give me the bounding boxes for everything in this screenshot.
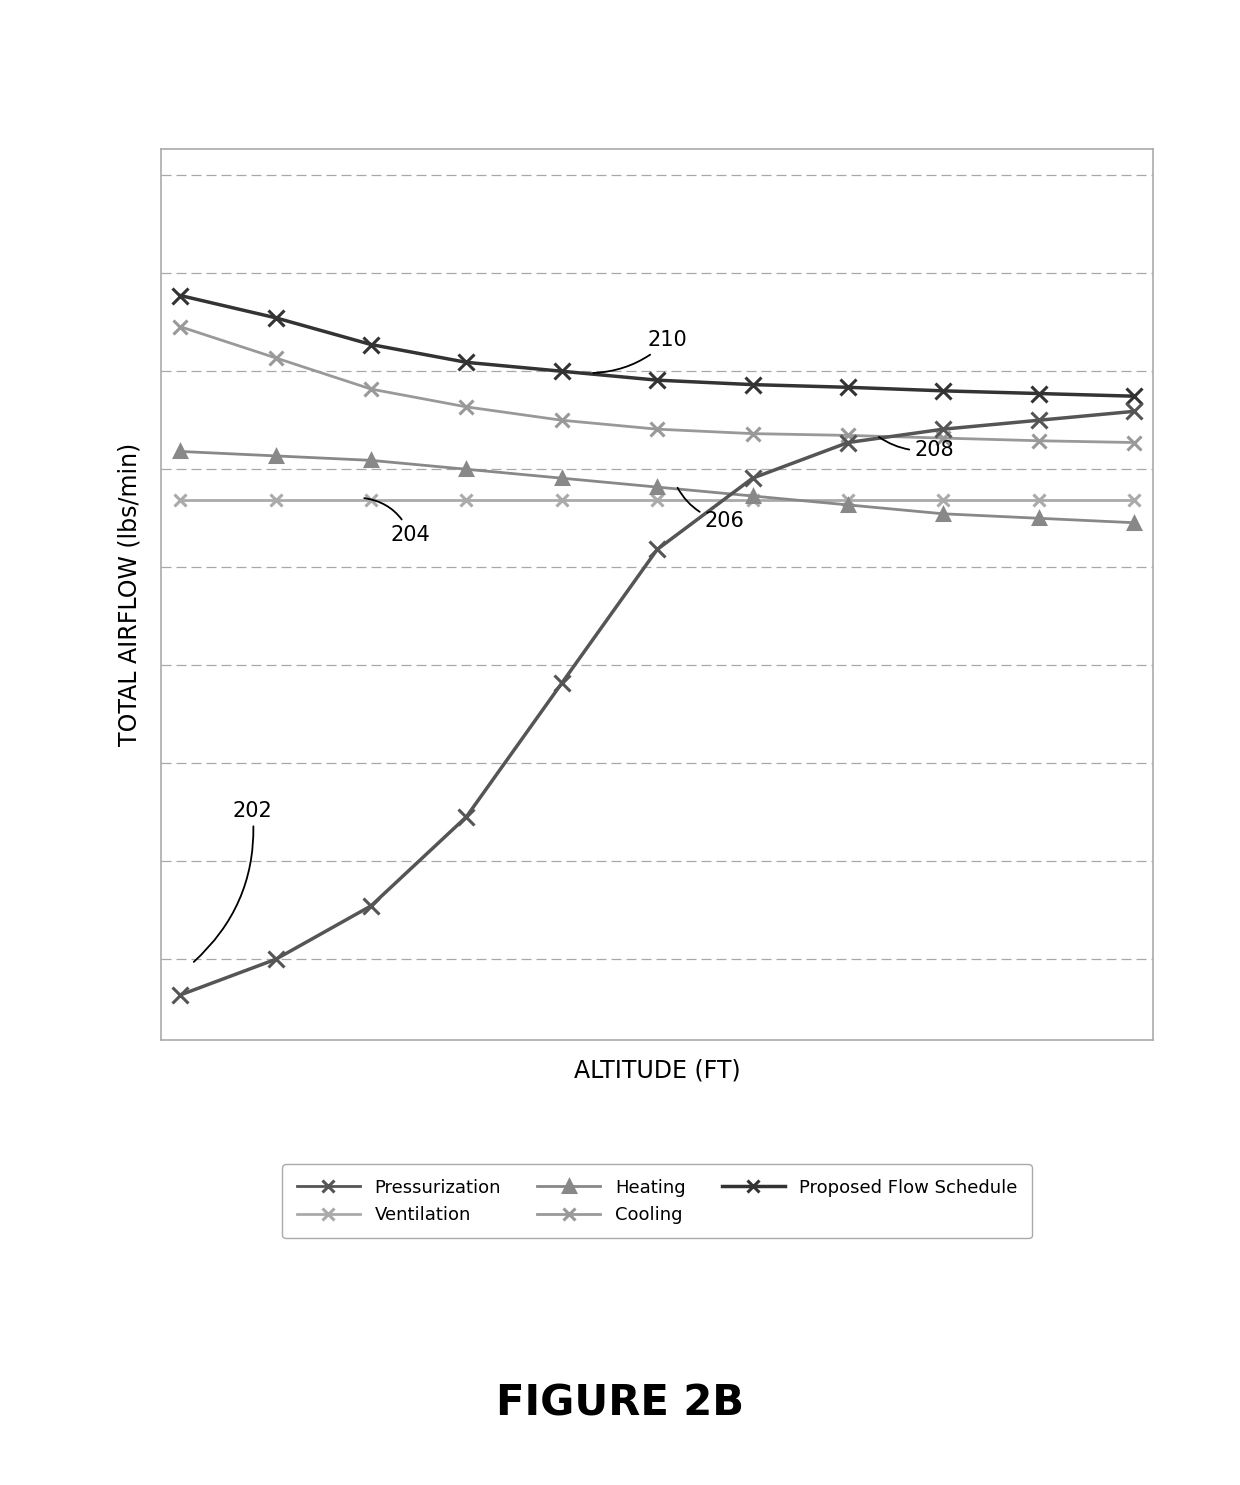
Pressurization (841, 434, 856, 451)
Heating (1127, 514, 1142, 532)
Line: Pressurization: Pressurization (172, 404, 1142, 1002)
Legend: Pressurization, Ventilation, Heating, Cooling, Proposed Flow Schedule: Pressurization, Ventilation, Heating, Co… (283, 1164, 1032, 1238)
Pressurization (172, 986, 187, 1004)
Pressurization (745, 469, 760, 487)
Pressurization (650, 541, 665, 558)
Ventilation (459, 492, 474, 509)
Heating (172, 443, 187, 460)
Cooling (554, 411, 569, 429)
Ventilation (841, 492, 856, 509)
Pressurization (554, 674, 569, 692)
Heating (554, 469, 569, 487)
Heating (1032, 509, 1047, 527)
Text: 208: 208 (879, 437, 955, 460)
Ventilation (268, 492, 283, 509)
Heating (363, 451, 378, 469)
Pressurization (459, 808, 474, 826)
Ventilation (650, 492, 665, 509)
Cooling (936, 429, 951, 447)
Text: 210: 210 (593, 330, 687, 373)
Ventilation (1127, 492, 1142, 509)
Cooling (1127, 434, 1142, 451)
Pressurization (363, 897, 378, 915)
X-axis label: ALTITUDE (FT): ALTITUDE (FT) (574, 1059, 740, 1083)
Proposed Flow Schedule (841, 379, 856, 396)
Cooling (650, 420, 665, 438)
Pressurization (1032, 411, 1047, 429)
Proposed Flow Schedule (1127, 388, 1142, 405)
Line: Ventilation: Ventilation (175, 495, 1140, 506)
Heating (745, 487, 760, 505)
Heating (841, 496, 856, 514)
Cooling (459, 398, 474, 416)
Heating (459, 460, 474, 478)
Ventilation (1032, 492, 1047, 509)
Cooling (268, 349, 283, 367)
Text: 206: 206 (677, 487, 745, 532)
Pressurization (936, 420, 951, 438)
Ventilation (745, 492, 760, 509)
Proposed Flow Schedule (172, 287, 187, 304)
Ventilation (172, 492, 187, 509)
Cooling (841, 426, 856, 444)
Heating (268, 447, 283, 465)
Pressurization (268, 950, 283, 968)
Proposed Flow Schedule (268, 309, 283, 327)
Line: Proposed Flow Schedule: Proposed Flow Schedule (172, 288, 1142, 404)
Ventilation (936, 492, 951, 509)
Pressurization (1127, 402, 1142, 420)
Line: Heating: Heating (174, 446, 1141, 529)
Heating (936, 505, 951, 523)
Text: FIGURE 2B: FIGURE 2B (496, 1383, 744, 1424)
Cooling (745, 425, 760, 443)
Text: 202: 202 (193, 800, 273, 962)
Proposed Flow Schedule (745, 376, 760, 394)
Proposed Flow Schedule (1032, 385, 1047, 402)
Proposed Flow Schedule (363, 336, 378, 353)
Ventilation (363, 492, 378, 509)
Y-axis label: TOTAL AIRFLOW (lbs/min): TOTAL AIRFLOW (lbs/min) (118, 443, 141, 745)
Proposed Flow Schedule (936, 382, 951, 399)
Cooling (363, 380, 378, 398)
Heating (650, 478, 665, 496)
Cooling (1032, 432, 1047, 450)
Text: 204: 204 (365, 497, 430, 545)
Cooling (172, 318, 187, 336)
Line: Cooling: Cooling (174, 319, 1141, 450)
Proposed Flow Schedule (650, 371, 665, 389)
Proposed Flow Schedule (459, 353, 474, 371)
Proposed Flow Schedule (554, 362, 569, 380)
Ventilation (554, 492, 569, 509)
